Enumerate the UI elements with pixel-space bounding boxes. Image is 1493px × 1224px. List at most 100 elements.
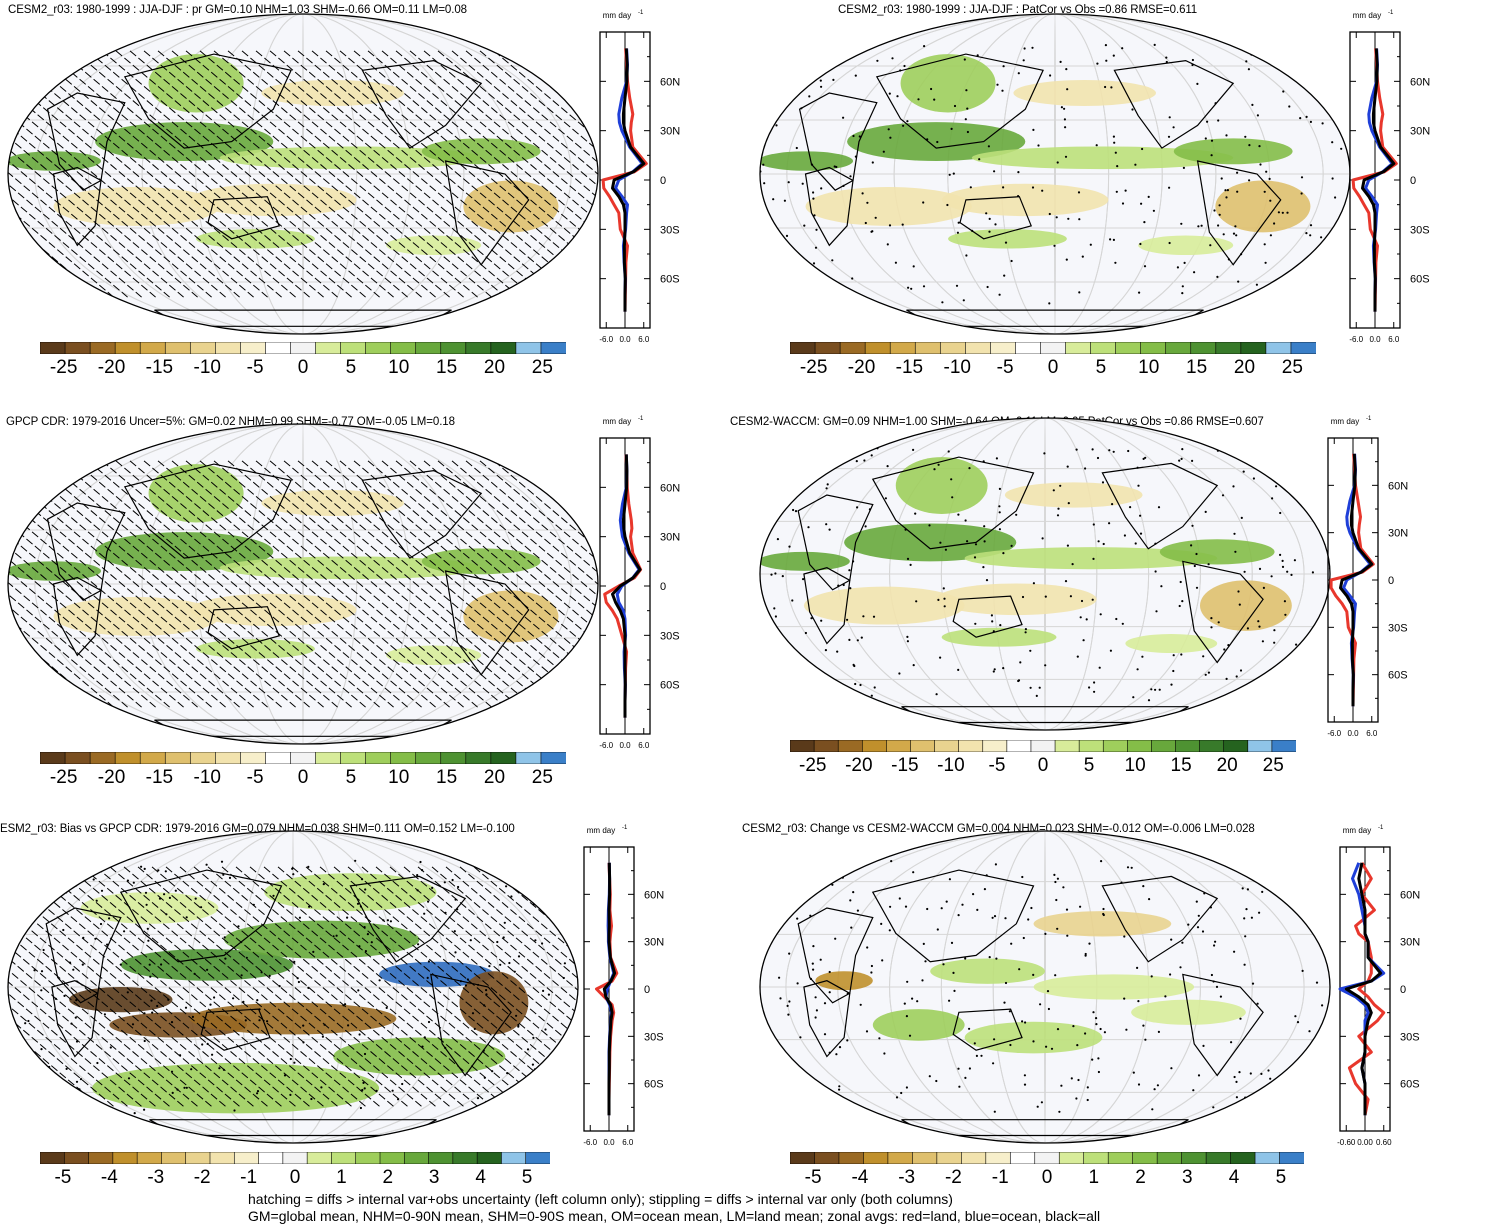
stipple-dot [1192,1089,1195,1092]
stipple-dot [240,974,243,977]
stipple-dot [1104,85,1107,89]
unit-exponent: -1 [638,416,644,422]
stipple-dot [211,1053,214,1056]
stipple-dot [953,989,956,992]
colorbar-label: -15 [891,755,919,776]
stipple-dot [985,874,988,877]
stipple-dot [213,996,216,999]
stipple-dot [1054,974,1057,977]
stipple-dot [1101,481,1105,484]
stipple-dot [866,946,869,949]
stipple-dot [1091,1058,1094,1061]
stipple-dot [961,903,964,906]
stipple-dot [1075,448,1078,451]
stipple-dot [1234,225,1237,228]
stipple-dot [1202,655,1205,658]
stipple-dot [258,1019,261,1022]
stipple-dot [983,888,986,891]
stipple-dot [54,997,58,1000]
stipple-dot [819,79,822,82]
stipple-dot [852,891,855,894]
colorbar-label: -15 [895,357,924,378]
stipple-dot [1246,888,1249,891]
graticule-lon [292,831,294,1143]
stipple-dot [33,969,36,972]
stipple-dot [1282,62,1285,65]
stipple-dot [1109,649,1112,652]
stipple-dot [835,1053,838,1056]
stipple-dot [401,1082,404,1086]
stipple-dot [849,899,852,902]
stipple-dot [1024,631,1027,634]
stipple-dot [926,138,929,141]
stipple-dot [807,526,810,529]
stipple-dot [1065,908,1069,911]
precip-field [333,1037,506,1076]
stipple-dot [423,912,426,915]
stipple-dot [1323,865,1326,869]
stipple-dot [1285,283,1288,286]
colorbar-swatch [440,342,467,354]
hatch-line [8,50,268,298]
colorbar-swatch [863,1152,889,1164]
stipple-dot [817,289,820,292]
stipple-dot [964,957,967,960]
stipple-dot [1084,952,1087,956]
stipple-dot [194,897,197,900]
stipple-dot [551,900,554,903]
stipple-dot [994,863,997,866]
unit-exponent: -1 [1388,10,1394,16]
hatch-line [417,866,578,1108]
colorbar-swatch [112,1152,138,1164]
colorbar [40,752,566,764]
coastline [959,196,1033,240]
stipple-dot [968,1067,971,1070]
stipple-dot [1078,218,1081,221]
precip-field [1033,974,1195,1000]
series-all [1361,48,1396,312]
stipple-dot [1195,586,1199,589]
stipple-dot [1050,1047,1054,1050]
stipple-dot [774,448,777,451]
stipple-dot [787,1080,790,1083]
stipple-dot [1172,654,1175,657]
stipple-dot [293,1061,296,1064]
stipple-dot [1022,59,1025,62]
stipple-dot [496,940,499,944]
hatching [8,460,598,708]
stipple-dot [1225,196,1228,199]
stipple-dot [1181,285,1184,288]
hatch-line [8,460,156,708]
stipple-dot [1215,985,1219,988]
stipple-dot [1213,209,1216,212]
stipple-dot [947,450,950,453]
stipple-dot [1032,582,1035,585]
stipple-dot [1267,1069,1270,1072]
coastline [875,53,1044,149]
stipple-dot [828,528,831,531]
stipple-dot [770,915,773,918]
stipple-dot [1060,106,1063,109]
hatch-line [473,866,578,1108]
stipple-dot [1079,905,1082,908]
colorbar-swatch [403,1152,430,1164]
colorbar-swatch [240,342,267,354]
stipple-dot [1235,1096,1238,1099]
stipple-dot [1155,610,1158,613]
y-tick-label: 30N [660,126,680,138]
stipple-dot [903,1002,906,1005]
colorbar-label: -5 [804,1167,822,1188]
stipple-dot [1324,890,1327,893]
stipple-dot [1130,866,1133,869]
stipple-dot [160,963,163,966]
colorbar-swatch [1265,342,1292,354]
stipple-dot [1076,1044,1079,1047]
stipple-dot [1230,862,1233,865]
stipple-dot [1240,253,1243,256]
graticule-lon [137,831,449,1143]
stipple-dot [427,1020,431,1024]
stipple-dot [863,459,866,462]
stipple-dot [1232,485,1235,488]
stipple-dot [143,1012,146,1015]
